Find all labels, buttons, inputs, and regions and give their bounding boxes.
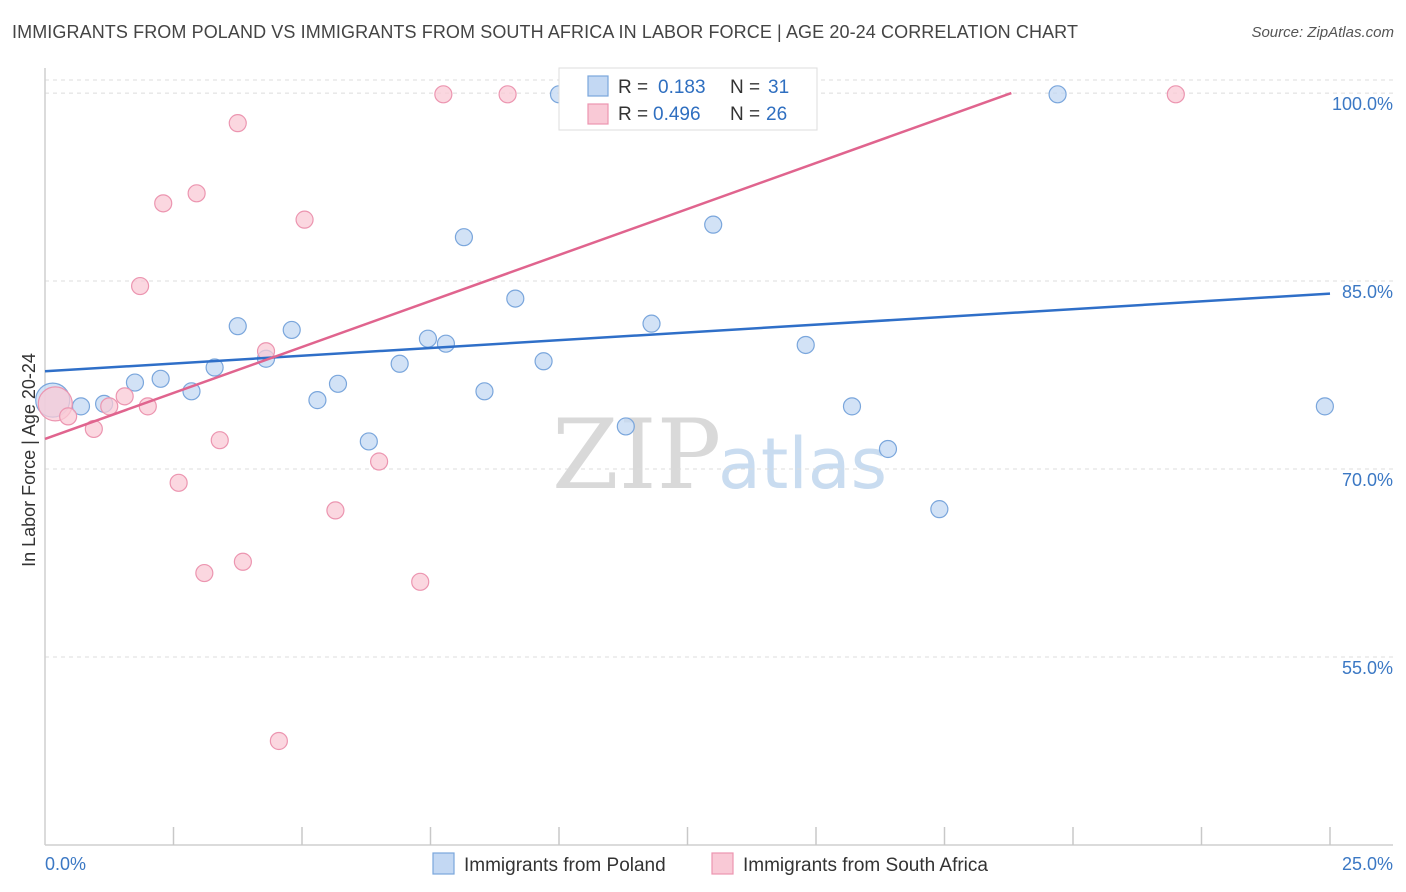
south-africa-point bbox=[411, 572, 430, 591]
south-africa-point bbox=[233, 552, 252, 571]
poland-point bbox=[125, 373, 145, 392]
south-africa-point bbox=[195, 563, 214, 583]
series-legend: Immigrants from Poland Immigrants from S… bbox=[432, 852, 988, 876]
poland-point bbox=[1048, 85, 1067, 104]
legend-n-value-south-africa: 26 bbox=[766, 104, 787, 125]
poland-point bbox=[418, 329, 438, 348]
south-africa-point bbox=[210, 431, 229, 450]
scatter-points bbox=[35, 85, 1334, 751]
series-swatch-south-africa bbox=[711, 852, 734, 875]
south-africa-point bbox=[130, 276, 150, 296]
series-label-poland: Immigrants from Poland bbox=[464, 855, 666, 876]
series-swatch-poland bbox=[432, 852, 455, 875]
legend-r-value-south-africa: 0.496 bbox=[653, 104, 701, 125]
poland-point bbox=[1315, 397, 1334, 416]
poland-point bbox=[436, 334, 456, 353]
y-axis-label: In Labor Force | Age 20-24 bbox=[19, 353, 39, 567]
south-africa-point bbox=[1166, 85, 1185, 104]
south-africa-point bbox=[228, 114, 247, 133]
poland-point bbox=[151, 369, 170, 388]
trend-lines bbox=[44, 91, 1331, 441]
chart-title: IMMIGRANTS FROM POLAND VS IMMIGRANTS FRO… bbox=[12, 22, 1079, 42]
poland-point bbox=[359, 432, 378, 451]
south-africa-point bbox=[269, 731, 288, 751]
south-africa-point bbox=[498, 85, 517, 104]
south-africa-point bbox=[187, 184, 206, 203]
legend-n-label-poland: N = bbox=[730, 77, 760, 98]
south-africa-point bbox=[370, 452, 389, 471]
legend-n-label-south-africa: N = bbox=[730, 104, 760, 125]
poland-point bbox=[534, 352, 553, 371]
south-africa-point bbox=[100, 397, 119, 416]
watermark-zip: ZIP bbox=[552, 399, 721, 511]
poland-point bbox=[930, 500, 949, 519]
axes bbox=[44, 68, 1393, 846]
y-tick-label: 55.0% bbox=[1342, 658, 1393, 678]
south-africa-point bbox=[169, 473, 188, 492]
south-africa-trend-line bbox=[44, 91, 1012, 441]
poland-point bbox=[506, 289, 525, 308]
source-label: Source: ZipAtlas.com bbox=[1251, 24, 1394, 41]
poland-point bbox=[228, 317, 247, 336]
y-tick-label: 70.0% bbox=[1342, 470, 1393, 490]
poland-point bbox=[796, 335, 815, 355]
poland-point bbox=[842, 397, 862, 416]
south-africa-point bbox=[115, 387, 134, 406]
poland-point bbox=[328, 374, 348, 393]
poland-point bbox=[390, 354, 409, 373]
legend-r-label-south-africa: R = bbox=[618, 104, 648, 125]
south-africa-point bbox=[434, 85, 453, 104]
poland-point bbox=[282, 320, 301, 340]
series-label-south-africa: Immigrants from South Africa bbox=[743, 855, 988, 876]
legend-r-value-poland: 0.183 bbox=[658, 77, 706, 98]
x-tick-label-max: 25.0% bbox=[1342, 854, 1393, 874]
poland-point bbox=[704, 215, 723, 234]
x-tick-label-min: 0.0% bbox=[45, 854, 86, 874]
poland-point bbox=[475, 382, 494, 401]
south-africa-point bbox=[326, 501, 345, 520]
south-africa-point bbox=[59, 407, 78, 426]
legend-r-label-poland: R = bbox=[618, 77, 648, 98]
south-africa-point bbox=[154, 194, 173, 213]
poland-point bbox=[878, 439, 898, 459]
poland-point bbox=[308, 391, 327, 410]
legend-n-value-poland: 31 bbox=[768, 77, 789, 98]
x-ticks bbox=[172, 827, 1331, 845]
poland-point bbox=[454, 228, 474, 247]
y-tick-label: 85.0% bbox=[1342, 282, 1393, 302]
y-tick-label: 100.0% bbox=[1332, 94, 1393, 114]
poland-trend-line bbox=[44, 292, 1331, 373]
legend-swatch-poland bbox=[587, 75, 609, 97]
watermark-atlas: atlas bbox=[718, 423, 887, 505]
legend-swatch-south-africa bbox=[587, 103, 609, 125]
poland-point bbox=[205, 358, 224, 377]
y-tick-labels: 55.0% 70.0% 85.0% 100.0% bbox=[1332, 94, 1393, 678]
south-africa-point bbox=[295, 210, 314, 229]
poland-point bbox=[616, 417, 635, 436]
poland-point bbox=[642, 314, 661, 333]
stats-legend: R = 0.183 N = 31 R = 0.496 N = 26 bbox=[558, 67, 818, 131]
gridlines bbox=[45, 79, 1393, 658]
